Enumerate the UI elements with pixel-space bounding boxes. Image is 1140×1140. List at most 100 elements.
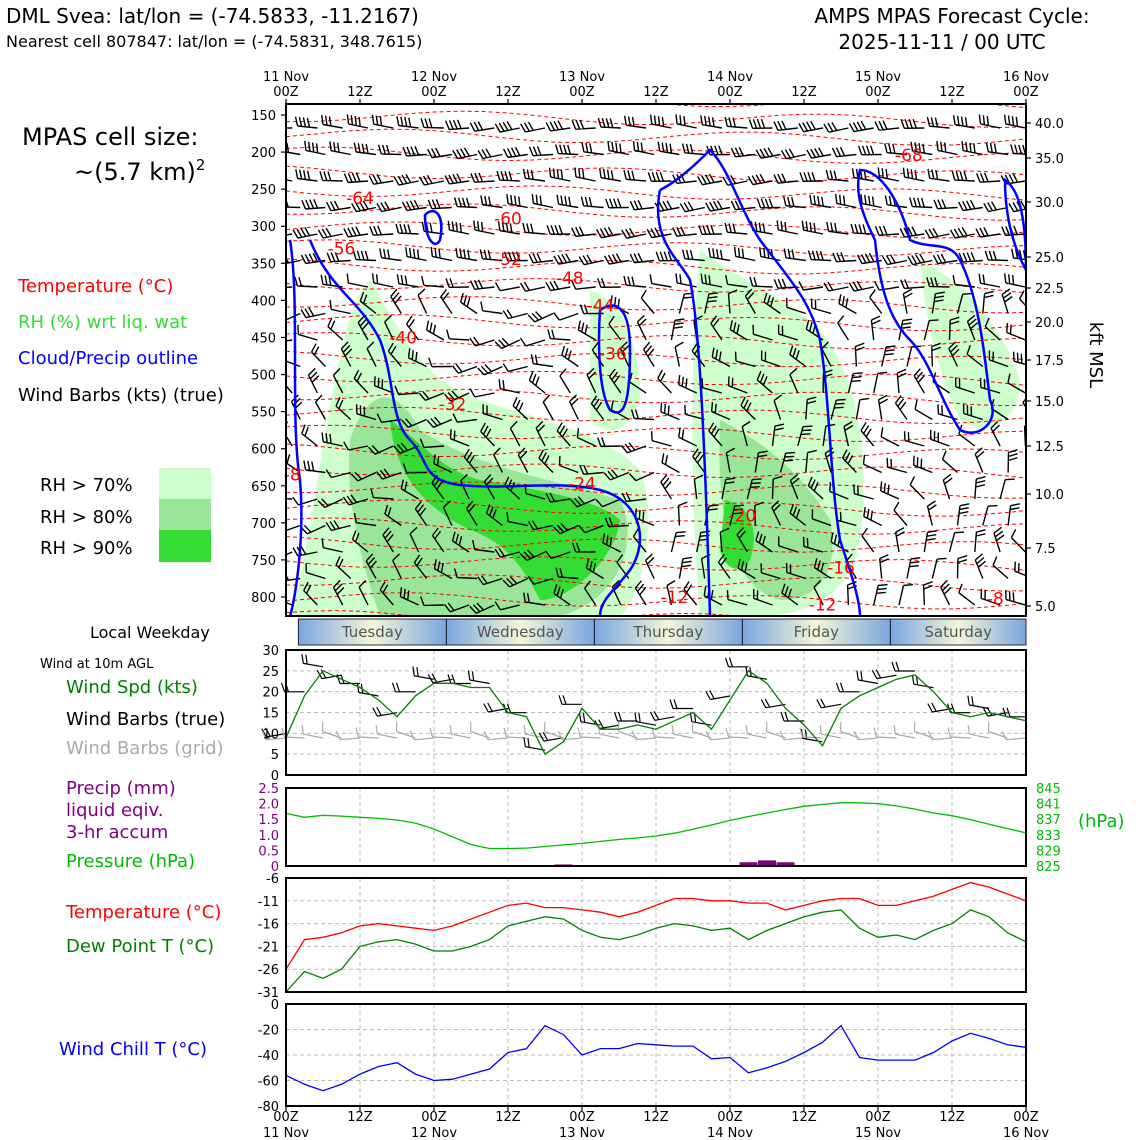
wind-barb <box>677 375 697 394</box>
isotherm-line <box>286 388 1026 407</box>
top-date-label: 12 Nov <box>411 70 457 85</box>
y-tick-label: 829 <box>1036 844 1061 859</box>
wind-barb <box>643 341 655 367</box>
pressure-tick-label: 300 <box>251 220 276 235</box>
wind-barb <box>926 277 950 288</box>
isotherm-label: -52 <box>494 250 522 270</box>
panel-wind-speed: 0 5 10 15 20 25 30 <box>261 644 1027 784</box>
wind-barb <box>577 727 601 739</box>
wind-barb <box>420 596 444 607</box>
wind-barb <box>428 357 452 368</box>
wind-barb <box>754 450 768 473</box>
bottom-hour-label: 12Z <box>939 1110 965 1125</box>
wind-barb <box>384 504 402 527</box>
wind-barb <box>650 431 672 447</box>
wind-barb <box>496 170 520 182</box>
wind-barb <box>923 530 938 553</box>
wind-barb <box>396 274 419 288</box>
wind-barb <box>902 167 925 182</box>
pressure-tick-label: 650 <box>251 480 276 495</box>
bottom-hour-label: 00Z <box>569 1110 595 1125</box>
wind-barb <box>900 118 925 129</box>
wind-barb <box>332 368 344 394</box>
wind-barb <box>497 221 520 235</box>
pressure-series <box>285 802 1027 850</box>
kft-tick-label: 12.5 <box>1035 440 1064 455</box>
wind-barb <box>661 453 680 474</box>
wind-barb <box>503 727 527 739</box>
wind-barb <box>281 727 305 739</box>
kft-tick-label: 5.0 <box>1035 600 1056 615</box>
wind-barb <box>406 315 420 341</box>
p2-precip-label1: Precip (mm) <box>66 778 176 799</box>
wind-barb <box>893 501 908 526</box>
wind-barb <box>597 437 621 448</box>
y-tick-label: -31 <box>258 986 279 1001</box>
wind-barb <box>747 173 773 186</box>
wind-barb <box>721 477 736 500</box>
wind-barb <box>862 454 882 474</box>
bottom-hour-label: 00Z <box>421 1110 447 1125</box>
wind-barb <box>948 531 965 553</box>
wind-barb <box>421 221 444 235</box>
wind-barb <box>744 288 756 314</box>
isotherm-line <box>286 610 742 616</box>
wind-barb <box>727 376 748 394</box>
isotherm-label: -12 <box>661 588 689 608</box>
wind-barb <box>703 586 723 606</box>
wind-barb <box>978 273 1001 288</box>
cloud-outline-4 <box>597 304 632 414</box>
wind-barb <box>799 727 823 739</box>
wind-barb <box>390 288 402 314</box>
wind-barb <box>327 317 344 341</box>
wind-barb <box>681 143 705 156</box>
p2-precip-label2: liquid eqiv. <box>66 800 163 821</box>
wind-barb <box>891 661 915 672</box>
wind-barb <box>377 144 402 156</box>
top-date-label: 15 Nov <box>855 70 901 85</box>
isotherm-line <box>286 499 1026 517</box>
wind-barb <box>591 341 605 367</box>
wind-barb <box>806 147 832 159</box>
wind-barb <box>421 275 444 288</box>
wind-barb <box>813 579 824 606</box>
wind-barb <box>483 730 509 741</box>
wind-barb <box>326 252 351 263</box>
wind-barb <box>608 368 622 394</box>
wind-barb <box>261 730 287 741</box>
wind-barb <box>353 513 377 527</box>
wind-barb <box>985 142 1009 156</box>
wind-barb <box>841 449 857 473</box>
wind-barb <box>819 724 842 739</box>
rh80-label: RH > 80% <box>40 507 133 528</box>
wind-barb <box>961 141 983 156</box>
wind-barb <box>613 711 638 722</box>
wind-barb <box>773 173 798 184</box>
wind-barb <box>430 246 453 262</box>
wind-barb <box>1012 351 1026 366</box>
wind-barb <box>480 195 503 209</box>
wind-barb <box>759 247 781 262</box>
wind-barb <box>477 575 503 586</box>
legend-cloud: Cloud/Precip outline <box>18 348 198 369</box>
wind-barb <box>623 115 647 129</box>
pressure-tick-label: 750 <box>251 554 276 569</box>
wind-barb <box>677 501 688 526</box>
wind-barb <box>325 520 351 532</box>
isotherm-line <box>286 481 1026 499</box>
wind-barb <box>755 147 781 159</box>
wind-barb <box>974 476 986 500</box>
wind-barb <box>636 314 647 341</box>
wind-barb <box>504 476 521 500</box>
wind-barb <box>602 533 622 553</box>
wind-barb <box>779 730 805 741</box>
wind-barb <box>854 342 865 367</box>
wind-barb <box>401 418 427 428</box>
wind-barb <box>442 500 453 526</box>
wind-barb <box>786 297 807 315</box>
kft-tick-label: 30.0 <box>1035 196 1064 211</box>
cross-section-panel: -64 -60 -56 -52 -48-44 -40 -36 -32 -24 -20 -16 -12 -… <box>251 70 1064 617</box>
wind-barb <box>848 120 874 133</box>
wind-barb <box>823 121 849 133</box>
